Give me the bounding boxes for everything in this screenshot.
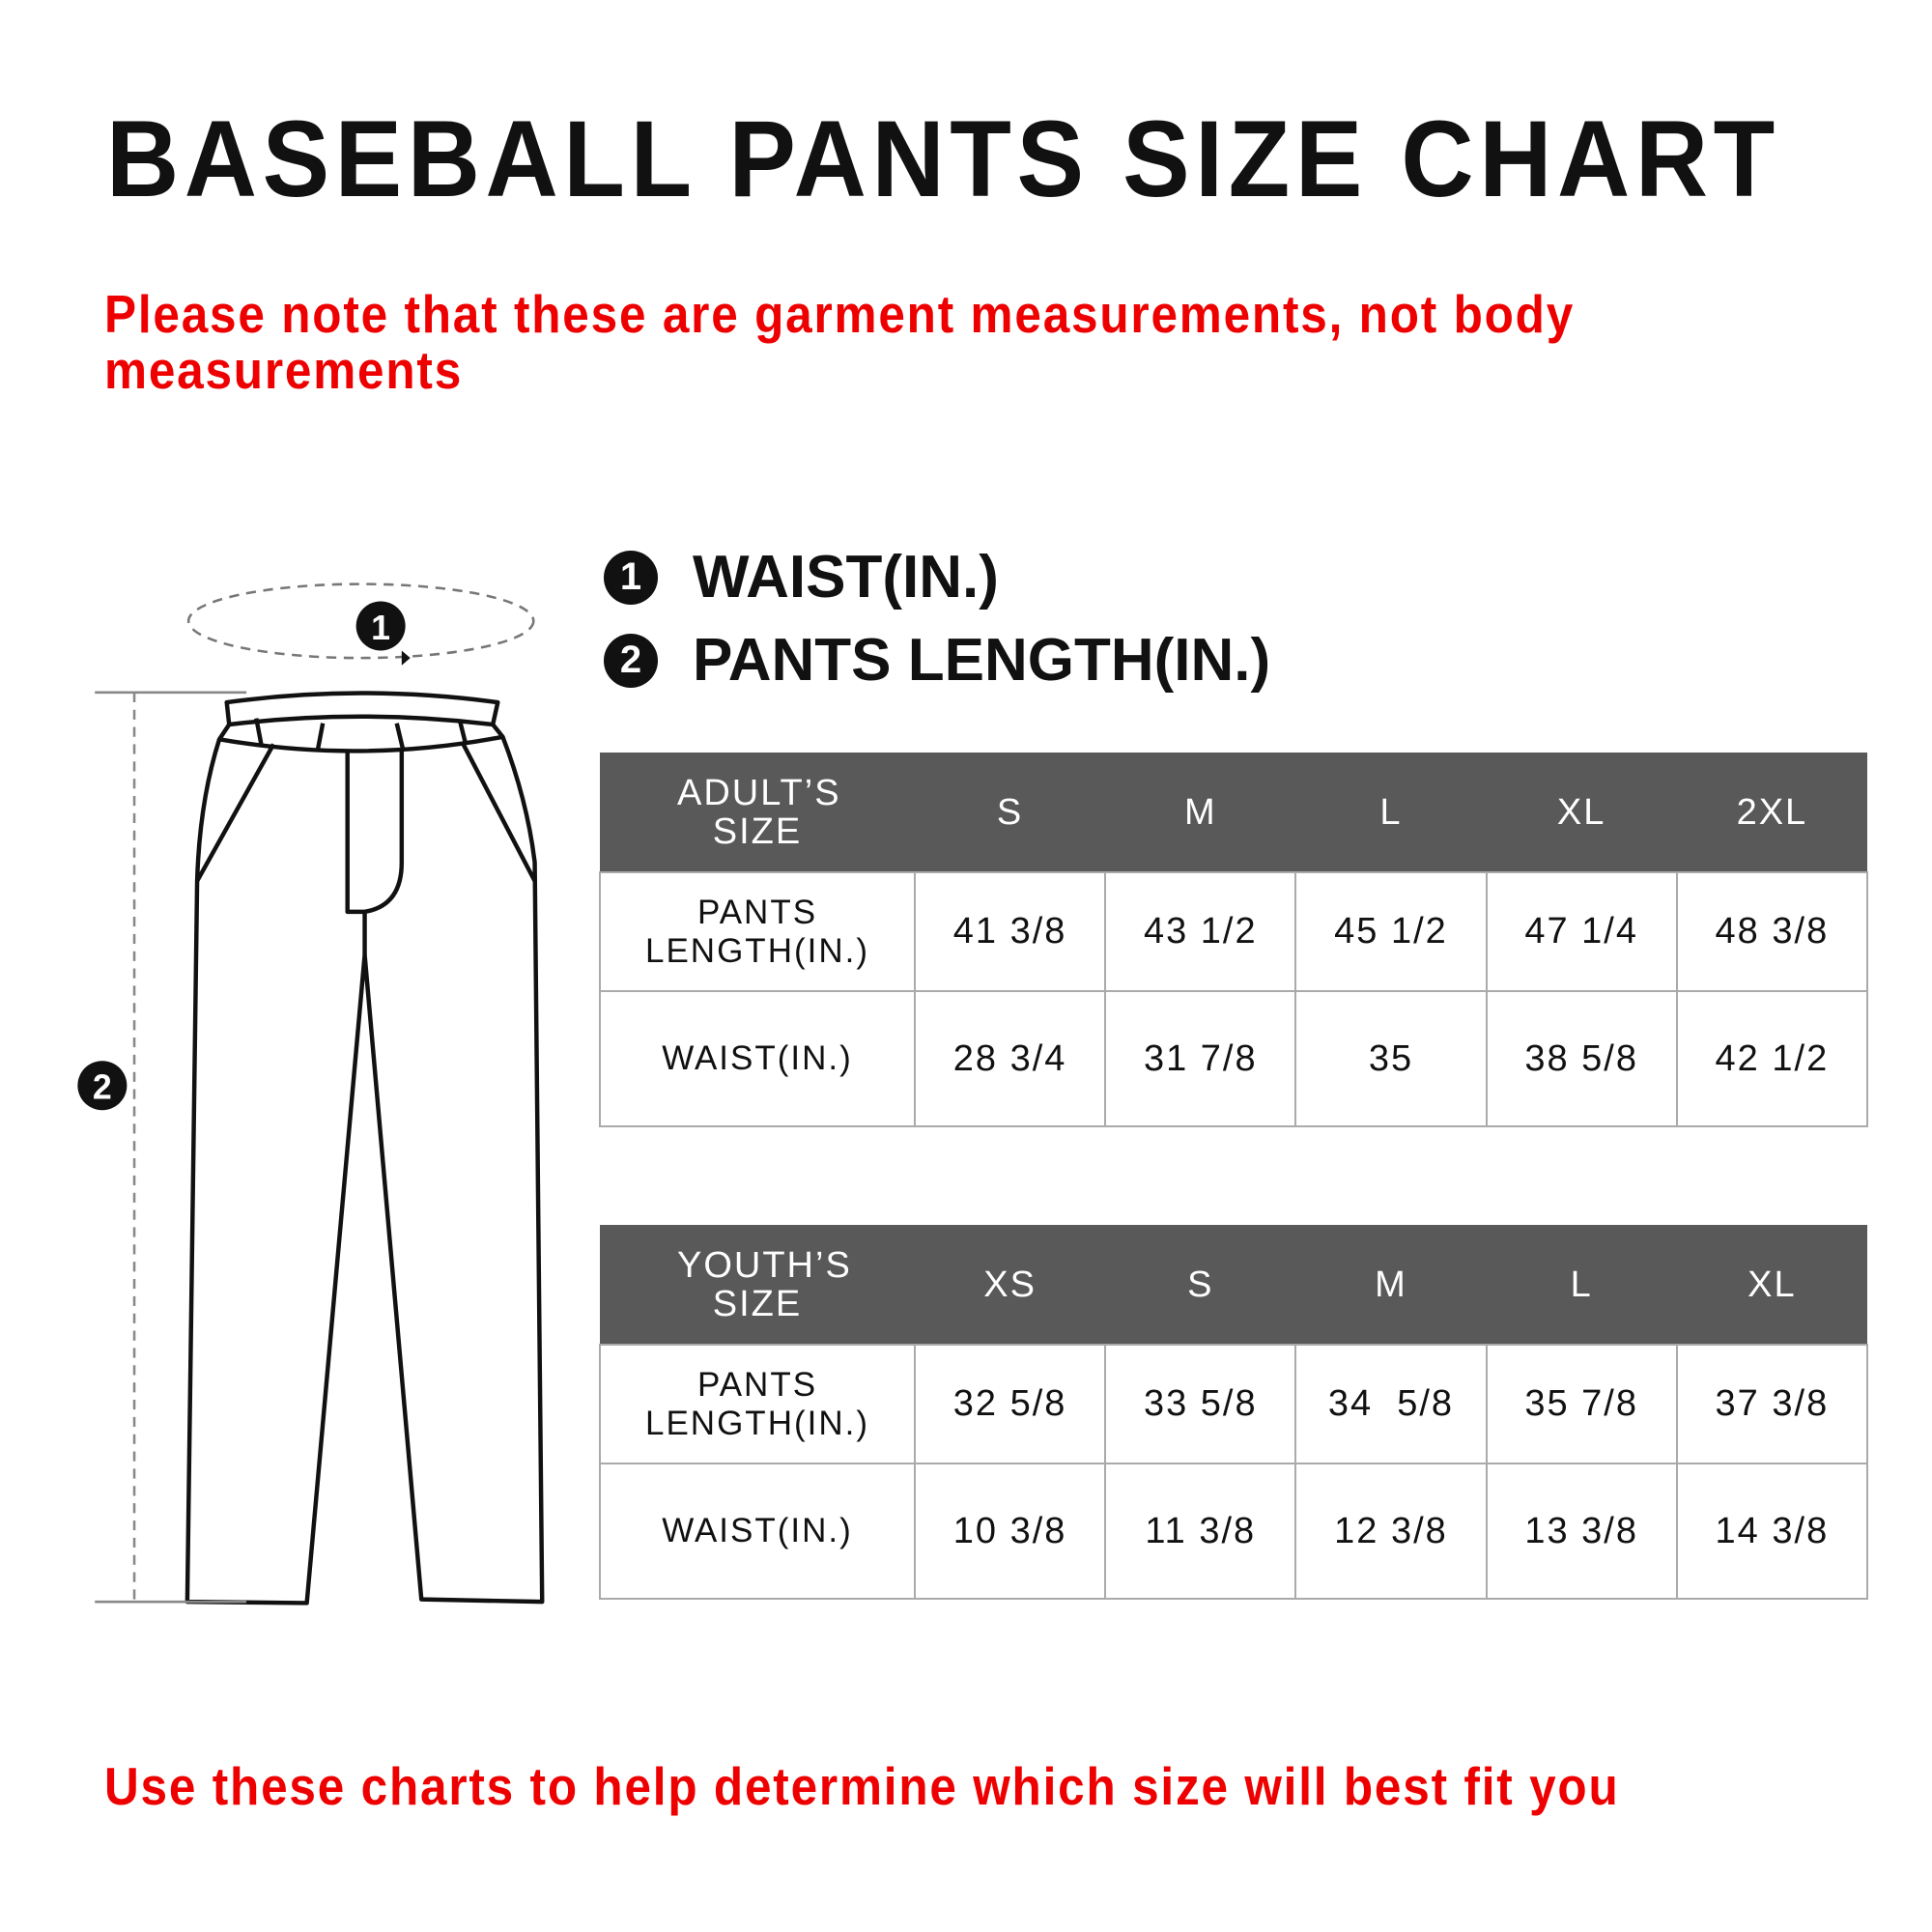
svg-text:2: 2 xyxy=(93,1068,112,1107)
cell: 12 3/8 xyxy=(1294,1463,1488,1600)
header-cell: XL xyxy=(1676,1225,1867,1345)
row-label: WAIST(IN.) xyxy=(599,990,916,1127)
header-cell: XS xyxy=(915,1225,1106,1345)
cell: 14 3/8 xyxy=(1675,1463,1869,1600)
legend-pants-length: 2 PANTS LENGTH(IN.) xyxy=(604,626,1270,695)
svg-text:1: 1 xyxy=(371,609,390,647)
header-cell: S xyxy=(915,753,1106,872)
cell: 42 1/2 xyxy=(1675,990,1869,1127)
header-cell: 2XL xyxy=(1676,753,1867,872)
legend-label: PANTS LENGTH(IN.) xyxy=(693,627,1271,694)
cell: 37 3/8 xyxy=(1675,1344,1869,1464)
header-cell: XL xyxy=(1486,753,1677,872)
header-cell: YOUTH’S SIZE xyxy=(600,1225,915,1345)
cell: 45 1/2 xyxy=(1294,871,1488,992)
cell: 35 7/8 xyxy=(1485,1344,1678,1464)
cell: 32 5/8 xyxy=(913,1344,1107,1464)
row-label: WAIST(IN.) xyxy=(599,1463,916,1600)
garment-note: Please note that these are garment measu… xyxy=(104,284,1576,400)
cell: 38 5/8 xyxy=(1485,990,1678,1127)
header-cell: M xyxy=(1105,753,1296,872)
row-label: PANTS LENGTH(IN.) xyxy=(599,871,916,992)
youth-size-table: YOUTH’S SIZE XS S M L XL PANTS LENGTH(IN… xyxy=(599,1225,1869,1600)
fit-note: Use these charts to help determine which… xyxy=(104,1756,1620,1816)
waist-measure-line xyxy=(186,582,535,660)
pants-outline xyxy=(185,735,545,1605)
table-row: PANTS LENGTH(IN.) 41 3/8 43 1/2 45 1/2 4… xyxy=(599,871,1869,992)
cell: 28 3/4 xyxy=(913,990,1107,1127)
header-cell: L xyxy=(1486,1225,1677,1345)
cell: 48 3/8 xyxy=(1675,871,1869,992)
cell: 35 xyxy=(1294,990,1488,1127)
cell: 31 7/8 xyxy=(1104,990,1297,1127)
cell: 10 3/8 xyxy=(913,1463,1107,1600)
number-1-icon xyxy=(355,601,406,651)
header-cell: ADULT’S SIZE xyxy=(600,753,915,872)
table-row: PANTS LENGTH(IN.) 32 5/8 33 5/8 34 5/8 3… xyxy=(599,1344,1869,1464)
number-2-icon: 2 xyxy=(604,633,658,688)
number-1-icon: 1 xyxy=(604,550,658,605)
header-cell: L xyxy=(1295,753,1487,872)
cell: 33 5/8 xyxy=(1104,1344,1297,1464)
adult-size-table: ADULT’S SIZE S M L XL 2XL PANTS LENGTH(I… xyxy=(599,753,1869,1127)
row-label: PANTS LENGTH(IN.) xyxy=(599,1344,916,1464)
table-row: WAIST(IN.) 28 3/4 31 7/8 35 38 5/8 42 1/… xyxy=(599,990,1869,1127)
cell: 43 1/2 xyxy=(1104,871,1297,992)
cell: 47 1/4 xyxy=(1485,871,1678,992)
table-row: WAIST(IN.) 10 3/8 11 3/8 12 3/8 13 3/8 1… xyxy=(599,1463,1869,1600)
header-cell: M xyxy=(1295,1225,1487,1345)
cell: 41 3/8 xyxy=(913,871,1107,992)
number-2-icon xyxy=(77,1061,128,1111)
legend-waist: 1 WAIST(IN.) xyxy=(604,543,999,611)
cell: 11 3/8 xyxy=(1104,1463,1297,1600)
cell: 34 5/8 xyxy=(1294,1344,1488,1464)
header-cell: S xyxy=(1105,1225,1296,1345)
waistband xyxy=(224,691,500,727)
cell: 13 3/8 xyxy=(1485,1463,1678,1600)
page-title: BASEBALL PANTS SIZE CHART xyxy=(106,99,1780,219)
legend-label: WAIST(IN.) xyxy=(693,544,999,611)
